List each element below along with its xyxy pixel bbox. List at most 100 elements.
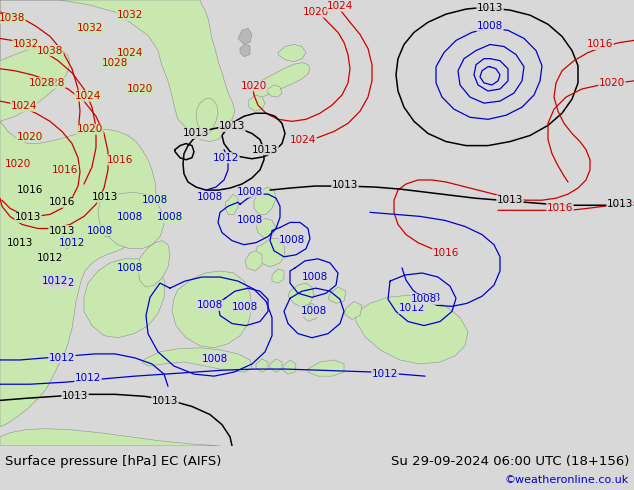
Polygon shape <box>248 95 265 111</box>
Text: 1013: 1013 <box>477 3 503 13</box>
Text: 1013: 1013 <box>15 212 41 222</box>
Polygon shape <box>240 45 250 57</box>
Polygon shape <box>278 45 306 62</box>
Text: 1013: 1013 <box>61 392 88 401</box>
Polygon shape <box>0 47 70 122</box>
Text: 1016: 1016 <box>547 203 573 213</box>
Polygon shape <box>254 187 276 214</box>
Text: 1013: 1013 <box>252 145 278 155</box>
Polygon shape <box>302 303 318 321</box>
Text: 1012: 1012 <box>49 278 75 288</box>
Text: 1008: 1008 <box>197 300 223 310</box>
Polygon shape <box>256 239 285 267</box>
Text: 1028: 1028 <box>39 78 65 88</box>
Text: 1013: 1013 <box>219 122 245 131</box>
Text: 1024: 1024 <box>11 101 37 111</box>
Polygon shape <box>256 359 268 372</box>
Text: 1012: 1012 <box>42 276 68 286</box>
Text: 1008: 1008 <box>237 216 263 225</box>
Text: 1013: 1013 <box>607 199 633 209</box>
Polygon shape <box>267 85 282 97</box>
Text: Surface pressure [hPa] EC (AIFS): Surface pressure [hPa] EC (AIFS) <box>5 455 221 468</box>
Text: 1016: 1016 <box>107 155 133 165</box>
Text: 1012: 1012 <box>399 303 425 314</box>
Text: 1008: 1008 <box>301 306 327 317</box>
Text: 1013: 1013 <box>92 192 118 202</box>
Text: 1008: 1008 <box>197 192 223 202</box>
Text: 1013: 1013 <box>49 225 75 236</box>
Text: 1012: 1012 <box>49 353 75 363</box>
Polygon shape <box>256 219 276 238</box>
Text: 1008: 1008 <box>411 294 437 304</box>
Text: 1024: 1024 <box>327 1 353 11</box>
Polygon shape <box>245 251 262 271</box>
Text: 1012: 1012 <box>75 373 101 383</box>
Polygon shape <box>62 233 72 249</box>
Text: 1032: 1032 <box>13 40 39 49</box>
Text: 1016: 1016 <box>587 40 613 49</box>
Text: 1008: 1008 <box>302 272 328 282</box>
Polygon shape <box>355 295 468 364</box>
Polygon shape <box>253 63 310 98</box>
Text: 1024: 1024 <box>290 135 316 145</box>
Text: 1012: 1012 <box>372 369 398 379</box>
Text: 1020: 1020 <box>5 159 31 169</box>
Text: 1032: 1032 <box>117 10 143 20</box>
Text: 1020: 1020 <box>241 81 267 91</box>
Text: 1016: 1016 <box>17 185 43 195</box>
Text: 1013: 1013 <box>332 180 358 190</box>
Text: 1008: 1008 <box>279 235 305 245</box>
Text: 1008: 1008 <box>202 354 228 364</box>
Text: 1008: 1008 <box>117 212 143 222</box>
Polygon shape <box>344 301 362 319</box>
Polygon shape <box>0 0 235 142</box>
Text: 1012: 1012 <box>59 238 85 247</box>
Polygon shape <box>225 194 238 214</box>
Polygon shape <box>196 98 218 137</box>
Text: 1032: 1032 <box>77 24 103 33</box>
Polygon shape <box>283 360 296 374</box>
Text: 1016: 1016 <box>49 197 75 207</box>
Text: 1008: 1008 <box>477 21 503 31</box>
Text: Su 29-09-2024 06:00 UTC (18+156): Su 29-09-2024 06:00 UTC (18+156) <box>391 455 629 468</box>
Polygon shape <box>328 287 346 303</box>
Text: 1008: 1008 <box>117 263 143 273</box>
Text: 1028: 1028 <box>102 58 128 68</box>
Text: 1020: 1020 <box>599 78 625 88</box>
Text: 1016: 1016 <box>433 248 459 258</box>
Text: 1028: 1028 <box>29 78 55 88</box>
Text: 1013: 1013 <box>497 195 523 205</box>
Polygon shape <box>0 0 156 427</box>
Text: 1020: 1020 <box>303 7 329 17</box>
Polygon shape <box>98 192 164 249</box>
Text: 1024: 1024 <box>75 91 101 101</box>
Text: 1016: 1016 <box>52 165 78 175</box>
Text: ©weatheronline.co.uk: ©weatheronline.co.uk <box>505 475 629 485</box>
Polygon shape <box>308 360 344 376</box>
Polygon shape <box>84 259 165 338</box>
Text: 1008: 1008 <box>237 187 263 197</box>
Text: 1024: 1024 <box>117 48 143 58</box>
Text: 1020: 1020 <box>127 84 153 94</box>
Polygon shape <box>238 28 252 45</box>
Text: 1012: 1012 <box>37 253 63 263</box>
Text: 1038: 1038 <box>0 13 25 23</box>
Text: 1013: 1013 <box>7 238 33 247</box>
Text: 1008: 1008 <box>157 212 183 222</box>
Text: 1008: 1008 <box>87 225 113 236</box>
Text: 1013: 1013 <box>183 128 209 139</box>
Polygon shape <box>138 241 170 287</box>
Polygon shape <box>288 283 314 307</box>
Text: 1020: 1020 <box>77 124 103 134</box>
Polygon shape <box>104 226 112 237</box>
Text: 1013: 1013 <box>152 396 178 406</box>
Polygon shape <box>142 348 252 372</box>
Polygon shape <box>272 269 284 283</box>
Text: 1008: 1008 <box>142 195 168 205</box>
Polygon shape <box>270 359 282 372</box>
Polygon shape <box>0 429 220 446</box>
Text: 1038: 1038 <box>37 46 63 55</box>
Polygon shape <box>172 271 252 348</box>
Text: 1008: 1008 <box>232 302 258 313</box>
Text: 1008: 1008 <box>415 294 441 303</box>
